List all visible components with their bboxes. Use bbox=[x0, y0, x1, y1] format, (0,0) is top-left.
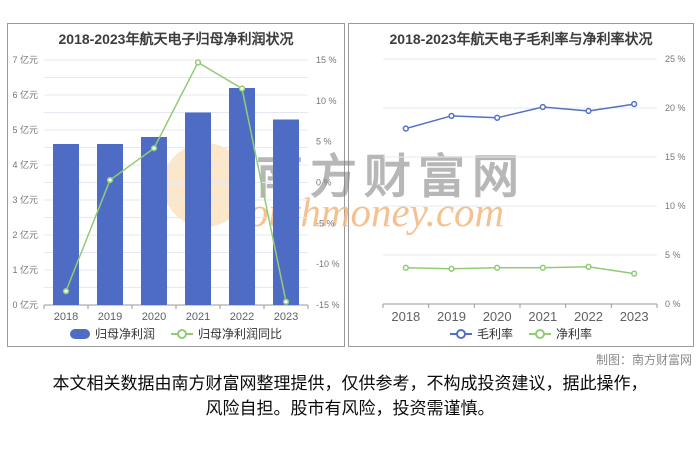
net-profit-chart-legend: 归母净利润 归母净利润同比 bbox=[8, 325, 344, 342]
legend-item-net-margin[interactable]: 净利率 bbox=[529, 325, 592, 342]
svg-text:5 %: 5 % bbox=[316, 137, 332, 147]
svg-text:-10 %: -10 % bbox=[316, 259, 340, 269]
svg-text:1 亿元: 1 亿元 bbox=[12, 264, 38, 275]
svg-text:2 亿元: 2 亿元 bbox=[12, 229, 38, 240]
legend-item-net-profit-yoy[interactable]: 归母净利润同比 bbox=[171, 325, 282, 342]
legend-bar-icon bbox=[69, 328, 90, 339]
svg-text:2022: 2022 bbox=[574, 309, 603, 324]
svg-text:15 %: 15 % bbox=[665, 152, 686, 162]
margins-chart-title: 2018-2023年航天电子毛利率与净利率状况 bbox=[389, 31, 653, 47]
net-profit-chart-svg: 0 亿元 1 亿元 2 亿元 3 亿元 4 亿元 5 亿元 6 亿元 7 亿元 -15 % -10… bbox=[12, 54, 340, 323]
legend-line-icon bbox=[529, 328, 551, 339]
svg-text:2020: 2020 bbox=[483, 309, 512, 324]
legend-item-net-profit[interactable]: 归母净利润 bbox=[69, 325, 155, 342]
svg-text:10 %: 10 % bbox=[316, 96, 337, 106]
svg-text:5 亿元: 5 亿元 bbox=[12, 124, 38, 135]
svg-text:-5 %: -5 % bbox=[316, 218, 335, 228]
svg-text:25 %: 25 % bbox=[665, 54, 686, 64]
margins-chart-legend: 毛利率 净利率 bbox=[349, 325, 693, 342]
svg-text:2018: 2018 bbox=[391, 309, 420, 324]
svg-text:2023: 2023 bbox=[620, 309, 649, 324]
svg-text:20 %: 20 % bbox=[665, 103, 686, 113]
svg-text:2018: 2018 bbox=[54, 311, 78, 323]
margins-chart-card: 2018-2023年航天电子毛利率与净利率状况 0 % 5 % 10 % 15 % 20… bbox=[348, 23, 694, 347]
disclaimer-text: 本文相关数据由南方财富网整理提供，仅供参考，不构成投资建议，据此操作，风险自担。… bbox=[52, 374, 648, 418]
svg-text:15 %: 15 % bbox=[316, 55, 337, 65]
svg-text:2022: 2022 bbox=[230, 311, 254, 323]
svg-text:2021: 2021 bbox=[528, 309, 557, 324]
svg-text:2023: 2023 bbox=[274, 311, 298, 323]
svg-text:2020: 2020 bbox=[142, 311, 166, 323]
net-profit-chart-title: 2018-2023年航天电子归母净利润状况 bbox=[58, 31, 294, 47]
credit-text: 制图：南方财富网 bbox=[595, 353, 692, 367]
svg-text:2021: 2021 bbox=[186, 311, 210, 323]
net-profit-chart-card: 2018-2023年航天电子归母净利润状况 0 亿元 1 亿元 2 亿元 3 亿元 4 … bbox=[7, 23, 345, 347]
svg-text:-15 %: -15 % bbox=[316, 300, 340, 310]
svg-text:2019: 2019 bbox=[437, 309, 466, 324]
svg-text:10 %: 10 % bbox=[665, 201, 686, 211]
svg-text:0 亿元: 0 亿元 bbox=[12, 299, 38, 310]
margins-chart-svg: 0 % 5 % 10 % 15 % 20 % 25 % 2018 2019 2020 2021 20… bbox=[382, 54, 686, 324]
legend-label: 归母净利润同比 bbox=[198, 327, 283, 341]
svg-text:0 %: 0 % bbox=[665, 299, 681, 309]
svg-text:5 %: 5 % bbox=[665, 250, 681, 260]
svg-text:3 亿元: 3 亿元 bbox=[12, 194, 38, 205]
legend-label: 毛利率 bbox=[476, 327, 513, 341]
legend-label: 净利率 bbox=[556, 327, 593, 341]
svg-text:6 亿元: 6 亿元 bbox=[12, 89, 38, 100]
legend-line-icon bbox=[449, 328, 472, 339]
svg-text:4 亿元: 4 亿元 bbox=[12, 159, 38, 170]
watermark-cn-text: 南方财富网 bbox=[256, 152, 526, 204]
svg-text:2019: 2019 bbox=[98, 311, 122, 323]
legend-item-gross-margin[interactable]: 毛利率 bbox=[449, 325, 513, 342]
svg-text:0 %: 0 % bbox=[316, 178, 332, 188]
svg-text:7 亿元: 7 亿元 bbox=[12, 54, 38, 65]
legend-line-icon bbox=[171, 328, 193, 339]
legend-label: 归母净利润 bbox=[94, 327, 155, 341]
